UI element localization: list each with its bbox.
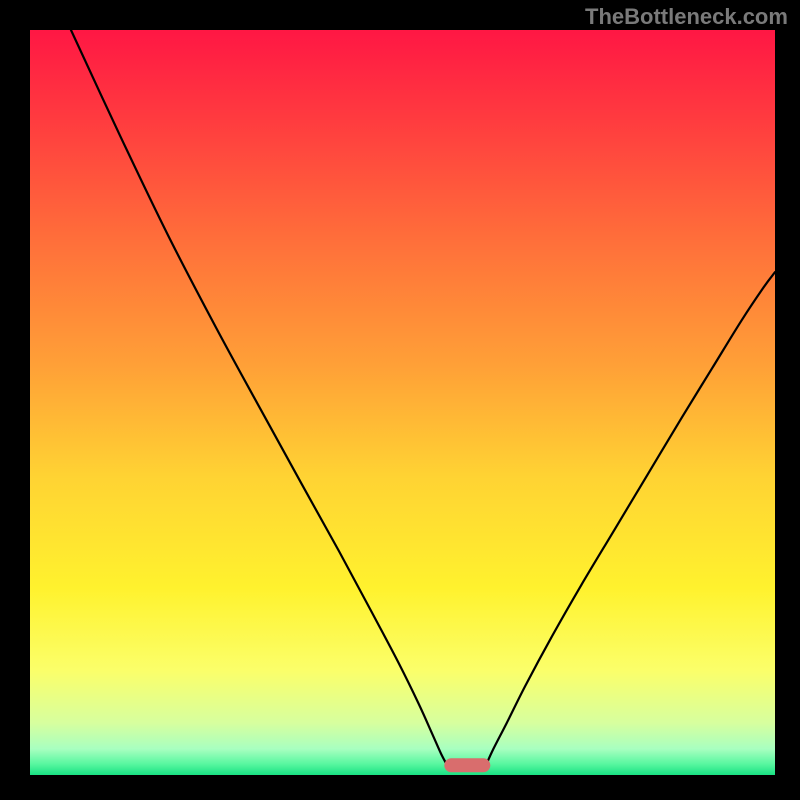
valley-marker — [444, 758, 490, 772]
watermark-text: TheBottleneck.com — [585, 4, 788, 30]
left-curve — [71, 30, 447, 765]
curve-overlay — [0, 0, 800, 800]
right-curve — [486, 272, 775, 765]
